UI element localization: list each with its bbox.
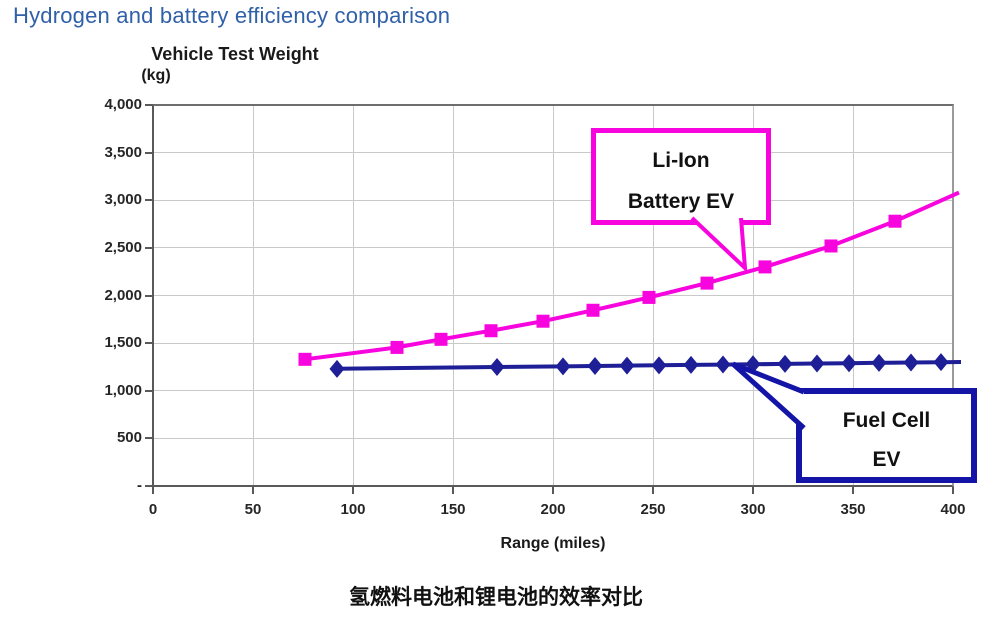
annotation-li-ion-line2: Battery EV <box>627 190 735 213</box>
x-axis-tick <box>352 487 354 494</box>
y-axis-tick <box>145 389 153 392</box>
y-tick-label: 1,000 <box>104 381 142 399</box>
annotation-fuel-cell-ev: Fuel Cell EV <box>796 388 977 483</box>
x-axis-tick <box>552 487 554 494</box>
y-tick-label: 4,000 <box>104 96 142 113</box>
y-tick-label: 3,000 <box>104 191 142 209</box>
x-tick-label: 50 <box>244 501 262 518</box>
annotation-li-ion-battery-ev: Li-Ion Battery EV <box>591 128 771 225</box>
x-tick-label: 0 <box>148 501 158 518</box>
gridline-vertical <box>352 106 354 485</box>
y-axis-tick <box>145 246 153 249</box>
y-axis-tick <box>145 104 153 106</box>
x-axis-tick <box>452 487 454 494</box>
y-axis-tick <box>145 437 153 440</box>
y-tick-label: - <box>137 477 142 494</box>
x-tick-label: 250 <box>640 501 666 518</box>
x-axis-tick <box>152 487 154 494</box>
x-tick-label: 150 <box>440 501 466 518</box>
y-axis-title: Vehicle Test Weight <box>151 44 319 64</box>
x-axis-title: Range (miles) <box>500 535 606 552</box>
y-tick-label: 500 <box>116 429 142 447</box>
y-tick-label: 2,500 <box>104 238 142 256</box>
x-axis-tick <box>652 487 654 494</box>
gridline-vertical <box>252 106 254 485</box>
y-axis-tick <box>145 199 153 202</box>
x-tick-label: 200 <box>540 501 566 518</box>
caption-chinese: 氢燃料电池和锂电池的效率对比 <box>349 586 643 609</box>
x-tick-label: 100 <box>340 501 366 518</box>
x-tick-label: 300 <box>740 501 766 518</box>
y-axis-tick <box>145 342 153 345</box>
y-axis-tick <box>145 485 153 487</box>
gridline-vertical <box>452 106 454 485</box>
annotation-fuel-cell-line2: EV <box>872 448 901 471</box>
y-tick-label: 2,000 <box>104 286 142 304</box>
x-axis-tick <box>752 487 754 494</box>
x-axis-tick <box>252 487 254 494</box>
x-axis-tick <box>952 487 954 494</box>
x-tick-label: 350 <box>840 501 866 518</box>
y-axis-tick <box>145 151 153 154</box>
y-tick-label: 1,500 <box>104 334 142 352</box>
y-tick-label: 3,500 <box>104 143 142 161</box>
annotation-fuel-cell-line1: Fuel Cell <box>842 409 931 432</box>
y-axis-unit: (kg) <box>141 67 171 84</box>
gridline-vertical <box>552 106 554 485</box>
annotation-li-ion-line1: Li-Ion <box>652 149 710 172</box>
y-axis-tick <box>145 294 153 297</box>
page-title: Hydrogen and battery efficiency comparis… <box>13 3 451 28</box>
x-axis-tick <box>852 487 854 494</box>
x-tick-label: 400 <box>940 501 966 518</box>
